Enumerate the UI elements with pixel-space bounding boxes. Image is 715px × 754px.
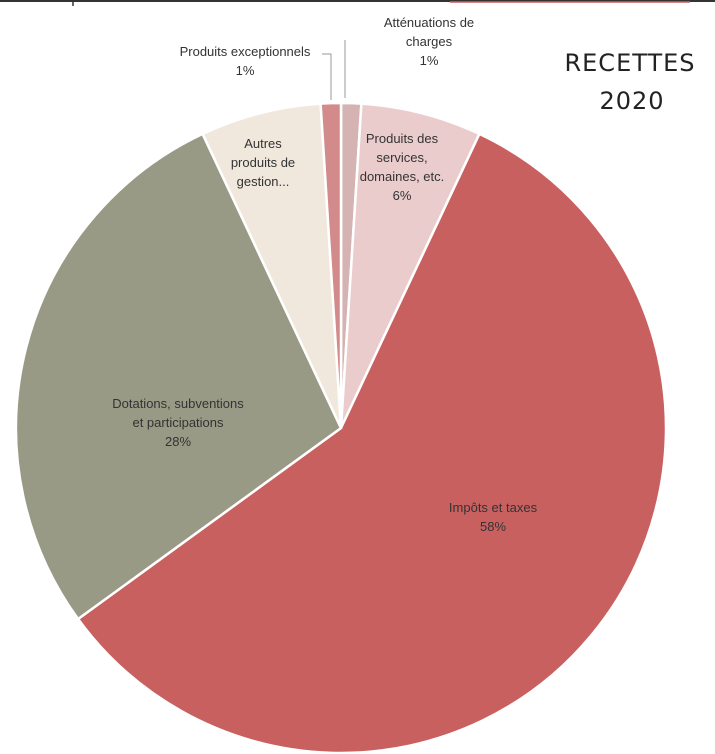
slice-label-0-line-0: Atténuations de bbox=[384, 15, 474, 30]
slice-label-3-line-0: Dotations, subventions bbox=[112, 396, 244, 411]
chart-title-line-1: RECETTES bbox=[564, 49, 695, 77]
slice-label-0-line-2: 1% bbox=[420, 53, 439, 68]
pie-slice-3 bbox=[14, 132, 343, 621]
pie-slice-2 bbox=[76, 132, 668, 754]
slice-label-1-line-3: 6% bbox=[393, 188, 412, 203]
slice-label-0-line-1: charges bbox=[406, 34, 453, 49]
slice-labels: Atténuations de charges 1% Produits des serv… bbox=[112, 15, 537, 534]
slice-label-3-line-2: 28% bbox=[165, 434, 191, 449]
slice-label-5-line-1: 1% bbox=[236, 63, 255, 78]
slice-label-1-line-2: domaines, etc. bbox=[360, 169, 445, 184]
slice-label-1-line-1: services, bbox=[376, 150, 427, 165]
chart-title-line-2: 2020 bbox=[599, 87, 664, 115]
leader-line-5 bbox=[322, 53, 332, 100]
slice-label-2-line-1: 58% bbox=[480, 519, 506, 534]
slice-label-3-line-1: et participations bbox=[132, 415, 224, 430]
pie-slices bbox=[14, 101, 668, 754]
pie-slice-1 bbox=[339, 102, 482, 429]
leader-lines bbox=[322, 40, 346, 100]
pie-slice-5 bbox=[319, 101, 343, 429]
slice-label-5-line-0: Produits exceptionnels bbox=[180, 44, 311, 59]
pie-slice-4 bbox=[200, 102, 343, 429]
slice-label-4-line-0: Autres bbox=[244, 136, 282, 151]
slice-label-2-line-0: Impôts et taxes bbox=[449, 500, 538, 515]
slice-label-1-line-0: Produits des bbox=[366, 131, 439, 146]
slice-label-4-line-1: produits de bbox=[231, 155, 295, 170]
slice-label-4-line-2: gestion... bbox=[237, 174, 290, 189]
chart-title: RECETTES 2020 bbox=[564, 49, 695, 115]
